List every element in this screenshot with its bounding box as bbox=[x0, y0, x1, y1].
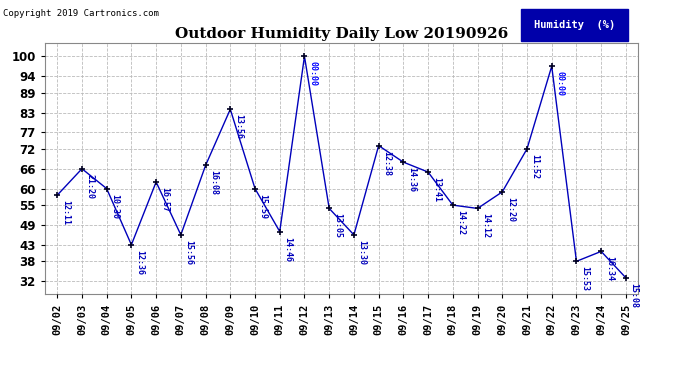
Text: 13:41: 13:41 bbox=[432, 177, 441, 202]
Text: 15:56: 15:56 bbox=[184, 240, 194, 265]
Text: 11:52: 11:52 bbox=[531, 154, 540, 179]
Text: 13:30: 13:30 bbox=[357, 240, 366, 265]
Text: 16:08: 16:08 bbox=[209, 170, 218, 195]
Title: Outdoor Humidity Daily Low 20190926: Outdoor Humidity Daily Low 20190926 bbox=[175, 27, 508, 40]
Text: 14:36: 14:36 bbox=[407, 167, 416, 192]
Text: 12:20: 12:20 bbox=[506, 197, 515, 222]
Text: 21:20: 21:20 bbox=[86, 174, 95, 199]
Text: 00:00: 00:00 bbox=[308, 61, 317, 86]
Text: 14:46: 14:46 bbox=[284, 237, 293, 261]
Text: 16:57: 16:57 bbox=[160, 187, 169, 212]
Text: 15:59: 15:59 bbox=[259, 194, 268, 219]
Text: 12:11: 12:11 bbox=[61, 200, 70, 225]
Text: 15:08: 15:08 bbox=[629, 283, 639, 308]
Text: 14:12: 14:12 bbox=[481, 213, 491, 238]
Text: 00:00: 00:00 bbox=[555, 71, 564, 96]
Text: 14:22: 14:22 bbox=[457, 210, 466, 235]
Text: 16:34: 16:34 bbox=[605, 256, 614, 281]
Text: 13:56: 13:56 bbox=[234, 114, 243, 139]
Text: Humidity  (%): Humidity (%) bbox=[534, 20, 615, 30]
Text: 10:30: 10:30 bbox=[110, 194, 119, 219]
Text: Copyright 2019 Cartronics.com: Copyright 2019 Cartronics.com bbox=[3, 9, 159, 18]
Text: 13:05: 13:05 bbox=[333, 213, 342, 238]
Text: 12:38: 12:38 bbox=[382, 151, 391, 176]
Text: 15:53: 15:53 bbox=[580, 266, 589, 291]
Text: 12:36: 12:36 bbox=[135, 250, 144, 275]
